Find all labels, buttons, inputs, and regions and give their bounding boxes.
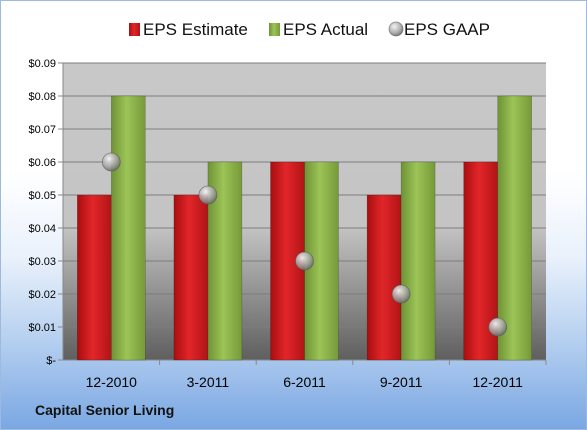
eps-actual-bar xyxy=(111,95,146,361)
eps-actual-bar xyxy=(497,95,533,361)
eps-gaap-point xyxy=(391,284,411,304)
y-tick-label: $- xyxy=(46,355,56,367)
eps-estimate-bar xyxy=(173,194,209,361)
y-tick-label: $0.07 xyxy=(28,124,56,136)
eps-gaap-point xyxy=(488,317,508,337)
y-tick-label: $0.08 xyxy=(28,91,56,103)
legend-eps-gaap-label: EPS GAAP xyxy=(404,20,490,39)
legend-eps-estimate-swatch xyxy=(129,23,140,36)
eps-estimate-bar xyxy=(366,194,402,361)
eps-estimate-bar xyxy=(77,194,112,361)
eps-gaap-point xyxy=(295,251,314,271)
x-category-label: 6-2011 xyxy=(283,374,326,390)
legend-eps-actual-label: EPS Actual xyxy=(283,20,368,39)
y-tick-label: $0.09 xyxy=(28,58,56,70)
y-tick-label: $0.02 xyxy=(28,289,56,301)
y-tick-label: $0.05 xyxy=(28,190,56,202)
y-tick-label: $0.06 xyxy=(28,157,56,169)
x-category-label: 3-2011 xyxy=(187,374,230,390)
x-category-label: 9-2011 xyxy=(380,374,423,390)
legend: EPS Estimate EPS Actual EPS GAAP xyxy=(129,20,490,39)
y-tick-label: $0.01 xyxy=(28,322,56,334)
x-category-label: 12-2011 xyxy=(473,374,524,390)
y-tick-label: $0.03 xyxy=(28,256,56,268)
legend-eps-gaap-swatch xyxy=(388,21,404,37)
company-name: Capital Senior Living xyxy=(35,402,175,418)
x-category-label: 12-2010 xyxy=(86,374,138,390)
legend-eps-actual-swatch xyxy=(269,23,280,36)
plot-area: $- $0.01 $0.02 $0.03 $0.04 $0.05 $0.06 $0.07 $0.… xyxy=(28,58,547,390)
eps-gaap-point xyxy=(198,185,218,205)
eps-actual-bar xyxy=(400,161,436,361)
legend-eps-estimate-label: EPS Estimate xyxy=(143,20,248,39)
eps-gaap-point xyxy=(101,152,121,172)
y-tick-label: $0.04 xyxy=(28,223,56,235)
